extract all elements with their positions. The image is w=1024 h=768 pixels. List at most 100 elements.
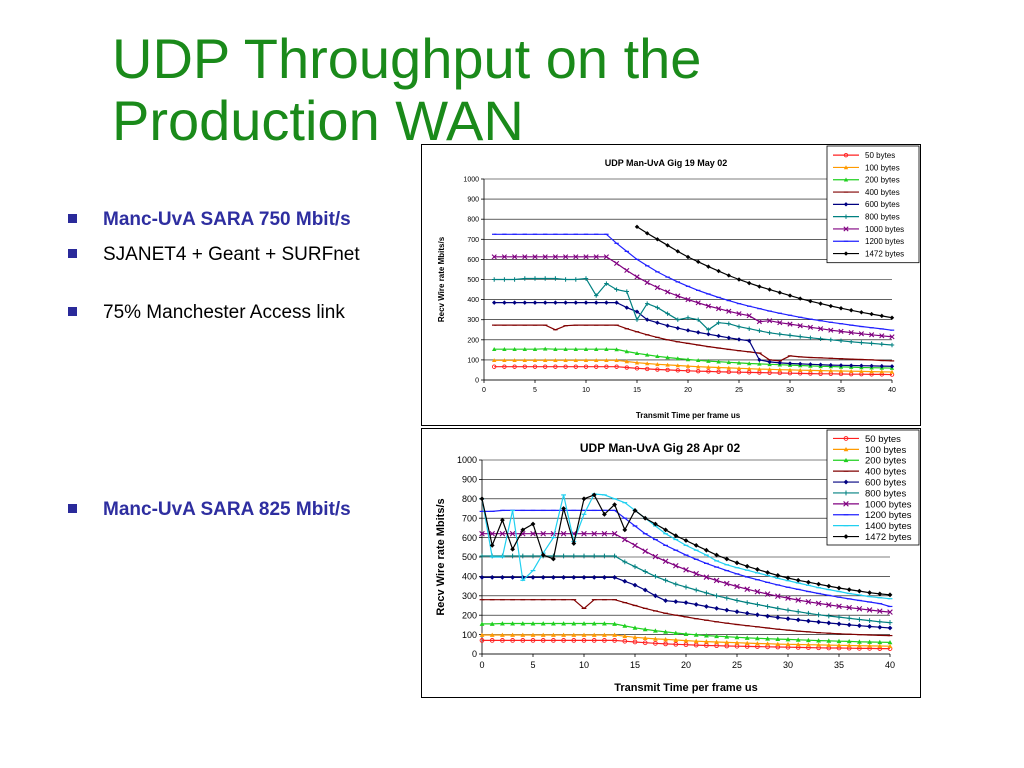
- legend-item: 50 bytes: [833, 434, 901, 445]
- data-point: [532, 364, 538, 369]
- series: [479, 621, 893, 645]
- series: [492, 358, 895, 374]
- bullet-square-icon: [68, 307, 77, 316]
- data-point: [857, 617, 862, 622]
- data-point: [530, 638, 536, 643]
- data-point: [826, 583, 832, 589]
- data-point: [624, 349, 629, 354]
- x-tick-label: 15: [630, 660, 640, 670]
- data-point: [612, 553, 617, 559]
- data-point: [877, 591, 883, 597]
- data-point: [747, 326, 752, 331]
- data-point: [553, 276, 558, 281]
- data-point: [653, 593, 658, 599]
- data-point: [522, 300, 527, 305]
- data-point: [869, 311, 874, 317]
- data-point: [479, 496, 485, 502]
- data-point: [696, 330, 701, 335]
- data-point: [563, 277, 568, 282]
- data-point: [843, 479, 849, 485]
- data-point: [746, 313, 752, 319]
- series: [479, 492, 893, 598]
- series: [492, 233, 895, 331]
- data-point: [714, 552, 719, 558]
- data-point: [543, 358, 548, 363]
- data-point: [622, 527, 628, 533]
- data-point: [716, 359, 721, 364]
- y-tick-label: 600: [462, 533, 477, 543]
- data-point: [807, 324, 813, 330]
- bullet-item: SJANET4 + Geant + SURFnet: [64, 243, 409, 266]
- data-point: [573, 277, 578, 282]
- data-point: [777, 367, 782, 372]
- data-point: [704, 590, 709, 596]
- data-point: [571, 574, 577, 580]
- data-point: [815, 600, 822, 607]
- data-point: [747, 361, 752, 366]
- y-tick-label: 400: [467, 297, 479, 304]
- data-point: [736, 366, 742, 371]
- data-point: [706, 369, 711, 374]
- data-point: [622, 623, 628, 628]
- data-point: [869, 363, 874, 369]
- data-point: [785, 575, 791, 581]
- data-point: [755, 567, 760, 572]
- data-point: [693, 642, 699, 648]
- data-point: [714, 593, 719, 599]
- data-point: [836, 585, 842, 591]
- data-point: [877, 619, 883, 625]
- series-line: [494, 359, 893, 373]
- data-point: [867, 618, 872, 624]
- data-point: [846, 615, 852, 621]
- bullet-item: Manc-UvA SARA 825 Mbit/s: [64, 498, 409, 521]
- legend-item: 1000 bytes: [833, 225, 904, 234]
- data-point: [879, 333, 885, 339]
- data-point: [734, 583, 740, 590]
- legend-label: 1472 bytes: [865, 249, 904, 258]
- data-point: [843, 457, 849, 463]
- data-point: [683, 642, 689, 648]
- data-point: [673, 641, 679, 647]
- data-point: [645, 301, 650, 306]
- y-tick-label: 700: [467, 237, 479, 244]
- legend-label: 800 bytes: [865, 488, 906, 499]
- data-point: [571, 541, 577, 546]
- data-point: [857, 588, 862, 594]
- data-point: [714, 606, 719, 611]
- data-point: [889, 334, 895, 340]
- data-point: [857, 643, 862, 648]
- data-point: [693, 632, 699, 637]
- legend-label: 100 bytes: [865, 163, 900, 172]
- data-point: [583, 347, 589, 352]
- data-point: [663, 527, 668, 533]
- data-point: [581, 638, 587, 643]
- data-point: [816, 642, 821, 647]
- data-point: [787, 333, 793, 338]
- data-point: [787, 321, 793, 327]
- data-point: [856, 606, 863, 612]
- data-point: [663, 637, 668, 642]
- legend-item: 1472 bytes: [833, 532, 912, 543]
- data-point: [510, 632, 515, 637]
- data-point: [858, 331, 864, 337]
- data-point: [501, 254, 507, 260]
- data-point: [866, 607, 873, 613]
- data-point: [573, 347, 578, 352]
- data-point: [532, 300, 538, 305]
- data-point: [846, 622, 852, 628]
- chart-svg: 0 100 200 300 400 500 600 700 800 900 1000 0 5 10 15 20…: [435, 429, 920, 694]
- data-point: [561, 553, 566, 559]
- data-point: [838, 368, 844, 373]
- data-point: [787, 293, 793, 298]
- data-point: [563, 254, 569, 260]
- data-point: [653, 574, 658, 579]
- data-point: [673, 533, 679, 539]
- data-point: [552, 254, 558, 260]
- y-axis-label: Recv Wire rate Mbits/s: [437, 236, 446, 322]
- data-point: [479, 621, 485, 626]
- data-point: [836, 638, 842, 644]
- chart-svg: 0 100 200 300 400 500 600 700 800 900 1000 0 5 10 15 20…: [437, 145, 920, 420]
- data-point: [795, 577, 801, 583]
- data-point: [696, 259, 701, 265]
- y-tick-label: 800: [462, 494, 477, 504]
